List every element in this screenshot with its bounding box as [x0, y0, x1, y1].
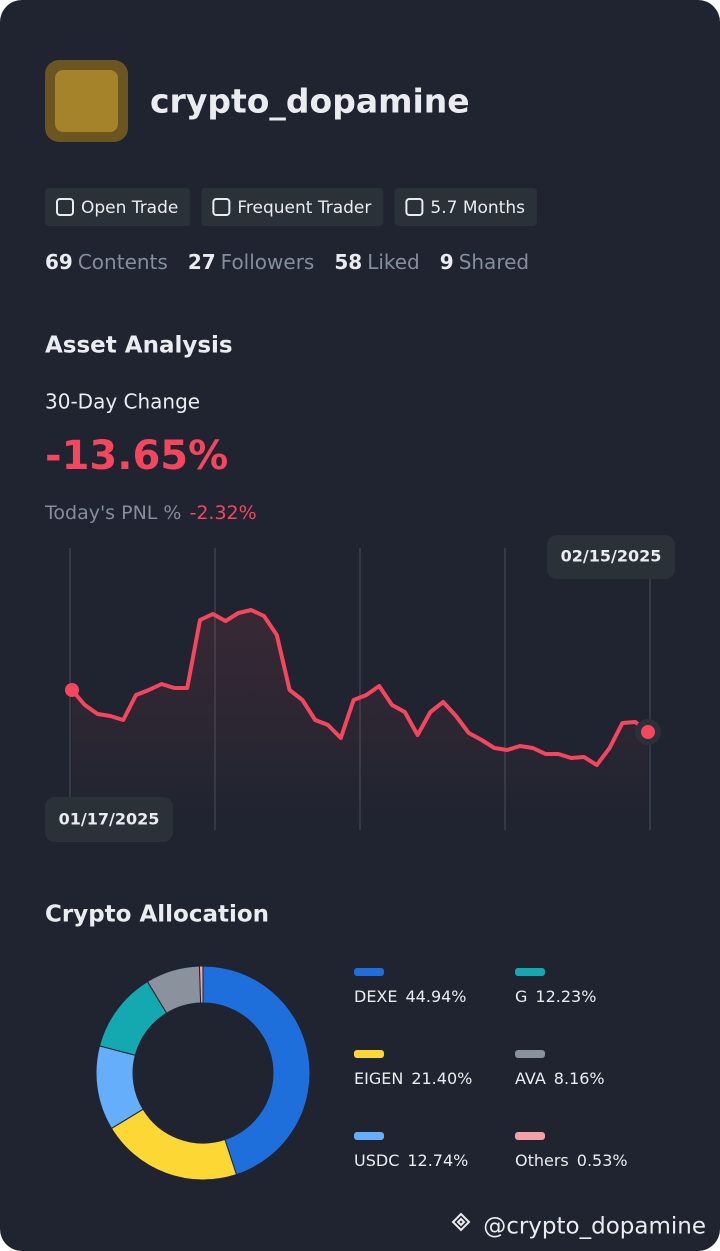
stat-value: 69 — [45, 250, 73, 274]
stat-label: Shared — [459, 250, 529, 274]
donut-slice — [198, 965, 204, 1004]
legend-entry: USDC 12.74% — [354, 1151, 468, 1170]
legend-value: 12.23% — [535, 987, 596, 1006]
legend-value: 12.74% — [407, 1151, 468, 1170]
stat: 58 Liked — [334, 250, 419, 274]
pnl-value: -2.32% — [189, 502, 256, 524]
end-dot — [635, 719, 661, 745]
legend-entry: DEXE 44.94% — [354, 987, 467, 1006]
stat-value: 27 — [188, 250, 216, 274]
section-title: Crypto Allocation — [45, 902, 269, 928]
legend-name: G — [515, 987, 527, 1006]
stat: 9 Shared — [440, 250, 529, 274]
change-label: 30-Day Change — [45, 390, 200, 414]
stat: 27 Followers — [188, 250, 315, 274]
legend-name: USDC — [354, 1151, 399, 1170]
footer-handle: @crypto_dopamine — [483, 1214, 706, 1240]
pnl: Today's PNL % -2.32% — [44, 502, 257, 524]
legend-swatch — [515, 968, 545, 976]
area — [72, 610, 648, 830]
legend-entry: AVA 8.16% — [515, 1069, 605, 1088]
change-value: -13.65% — [45, 433, 228, 479]
legend-name: AVA — [515, 1069, 546, 1088]
legend-swatch — [354, 1132, 384, 1140]
pnl-line — [70, 608, 650, 767]
legend-swatch — [515, 1050, 545, 1058]
badge-icon — [212, 198, 231, 216]
badge — [394, 188, 537, 226]
badge-icon — [56, 198, 74, 216]
stat-label: Liked — [367, 250, 420, 274]
legend-entry: Others 0.53% — [515, 1151, 628, 1170]
badge-label: Frequent Trader — [237, 198, 371, 218]
legend-value: 44.94% — [406, 987, 467, 1006]
section-title: Asset Analysis — [45, 333, 233, 359]
stat-label: Followers — [221, 250, 315, 274]
logo — [451, 1212, 471, 1232]
avatar-art — [55, 70, 118, 132]
legend-entry: EIGEN 21.40% — [354, 1069, 472, 1088]
stat: 69 Contents — [45, 250, 168, 274]
start-dot — [65, 683, 79, 697]
end-date: 02/15/2025 — [561, 547, 662, 566]
badge — [201, 188, 384, 226]
legend-name: EIGEN — [354, 1069, 403, 1088]
legend-value: 0.53% — [577, 1151, 628, 1170]
legend-swatch — [354, 1050, 384, 1058]
stat-label: Contents — [78, 250, 168, 274]
start-date: 01/17/2025 — [59, 810, 160, 829]
legend-value: 21.40% — [411, 1069, 472, 1088]
username: crypto_dopamine — [150, 82, 470, 121]
stat-value: 9 — [440, 250, 454, 274]
stat-value: 58 — [334, 250, 362, 274]
donut-slice — [202, 965, 311, 1176]
legend-entry: G 12.23% — [515, 987, 596, 1006]
badge-label: Open Trade — [81, 198, 178, 218]
tooltip — [45, 797, 173, 842]
tooltip — [547, 535, 675, 579]
legend-name: Others — [515, 1151, 569, 1170]
legend-value: 8.16% — [554, 1069, 605, 1088]
legend-swatch — [354, 968, 384, 976]
legend-name: DEXE — [354, 987, 398, 1006]
pnl-label: Today's PNL % — [44, 502, 181, 524]
legend-swatch — [515, 1132, 545, 1140]
badge-label: 5.7 Months — [430, 198, 525, 218]
badge — [45, 188, 191, 226]
badge-icon — [405, 198, 424, 216]
